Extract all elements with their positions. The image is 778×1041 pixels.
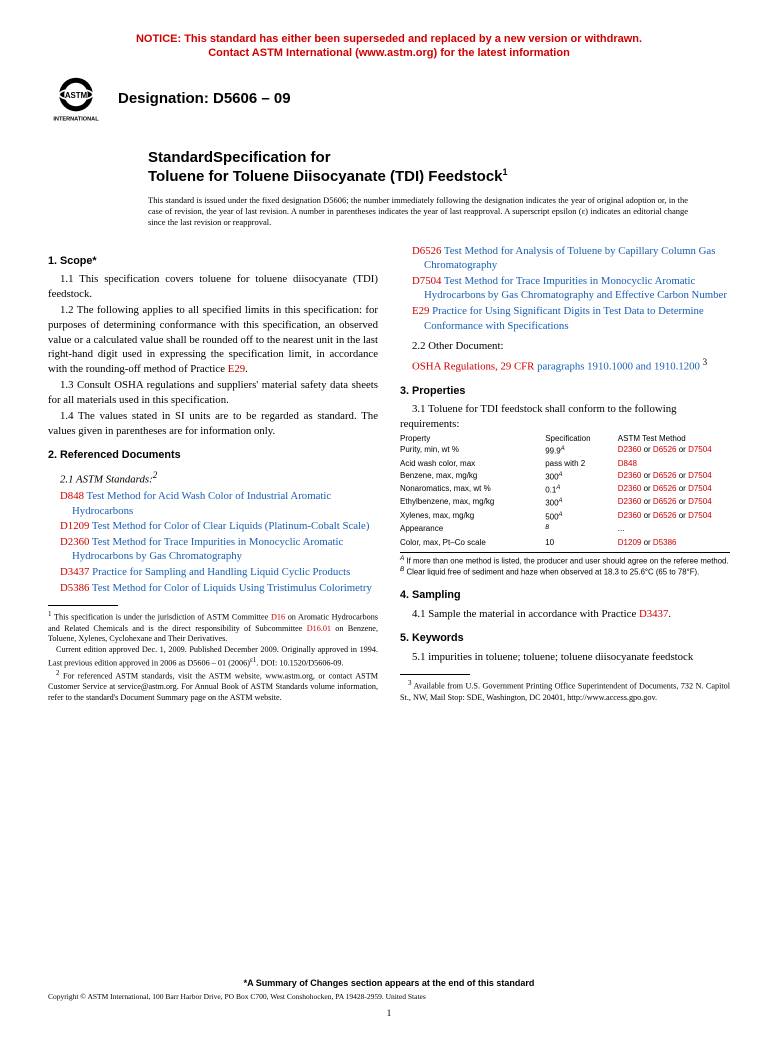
ref-link[interactable]: D6526	[653, 511, 677, 520]
footnote-1b: Current edition approved Dec. 1, 2009. P…	[48, 645, 378, 669]
table-row: Color, max, Pt–Co scale10D1209 or D5386	[400, 538, 730, 550]
ref-link[interactable]: D6526	[653, 471, 677, 480]
section-1-heading: 1. Scope*	[48, 254, 378, 269]
page-number: 1	[48, 1009, 730, 1019]
table-footnote: A If more than one method is listed, the…	[400, 552, 730, 578]
para-1-1: 1.1 This specification covers toluene fo…	[48, 272, 378, 301]
ref-code[interactable]: D1209	[60, 520, 89, 532]
para-5-1: 5.1 impurities in toluene; toluene; tolu…	[400, 650, 730, 665]
ref-link[interactable]: E29	[228, 363, 245, 375]
table-row: Nonaromatics, max, wt %0.1AD2360 or D652…	[400, 484, 730, 497]
ref-link[interactable]: D7504	[688, 484, 712, 493]
body-columns: 1. Scope* 1.1 This specification covers …	[48, 244, 730, 704]
table-row: Ethylbenzene, max, mg/kg300AD2360 or D65…	[400, 497, 730, 510]
ref-title[interactable]: Test Method for Acid Wash Color of Indus…	[72, 490, 331, 517]
ref-code[interactable]: D5386	[60, 582, 89, 594]
para-1-3: 1.3 Consult OSHA regulations and supplie…	[48, 378, 378, 407]
title-prefix: StandardSpecification for	[148, 149, 730, 167]
table-row: Purity, min, wt %99.9AD2360 or D6526 or …	[400, 445, 730, 458]
ref-link[interactable]: D3437	[639, 608, 668, 620]
ref-link[interactable]: D7504	[688, 497, 712, 506]
notice-banner: NOTICE: This standard has either been su…	[48, 32, 730, 61]
ref-link[interactable]: D2360	[618, 497, 642, 506]
ref-code[interactable]: D2360	[60, 536, 89, 548]
footnote-rule	[400, 674, 470, 675]
section-2-heading: 2. Referenced Documents	[48, 448, 378, 463]
ref-link[interactable]: D16	[271, 613, 285, 622]
ref-link[interactable]: D5386	[653, 538, 677, 547]
ref-code[interactable]: D7504	[412, 275, 441, 287]
ref-link[interactable]: paragraphs 1910.1000 and 1910.1200	[537, 360, 700, 372]
ref-code[interactable]: D6526	[412, 245, 441, 257]
notice-line-2: Contact ASTM International (www.astm.org…	[208, 47, 570, 59]
table-row: Acid wash color, maxpass with 2D848	[400, 459, 730, 471]
header: ASTM INTERNATIONAL Designation: D5606 – 0…	[48, 71, 730, 127]
copyright: Copyright © ASTM International, 100 Barr…	[48, 992, 730, 1001]
title-main: Toluene for Toluene Diisocyanate (TDI) F…	[148, 167, 730, 185]
footnote-1: 1 This specification is under the jurisd…	[48, 610, 378, 645]
section-3-heading: 3. Properties	[400, 384, 730, 399]
ref-title[interactable]: Test Method for Color of Liquids Using T…	[92, 582, 372, 594]
footnote-3: 3 Available from U.S. Government Printin…	[400, 679, 730, 703]
ref-title[interactable]: Test Method for Color of Clear Liquids (…	[92, 520, 370, 532]
svg-text:ASTM: ASTM	[65, 90, 87, 99]
astm-logo: ASTM INTERNATIONAL	[48, 71, 104, 127]
summary-note: *A Summary of Changes section appears at…	[48, 978, 730, 988]
designation: Designation: D5606 – 09	[118, 90, 291, 107]
document-page: NOTICE: This standard has either been su…	[0, 0, 778, 1041]
para-3-1: 3.1 Toluene for TDI feedstock shall conf…	[400, 402, 730, 431]
footnote-2: 2 For referenced ASTM standards, visit t…	[48, 669, 378, 704]
ref-link[interactable]: D6526	[653, 445, 677, 454]
ref-code[interactable]: D3437	[60, 566, 89, 578]
ref-item: D5386 Test Method for Color of Liquids U…	[60, 581, 378, 596]
title-block: StandardSpecification for Toluene for To…	[148, 149, 730, 185]
footnote-rule	[48, 605, 118, 606]
ref-link[interactable]: D2360	[618, 484, 642, 493]
ref-code[interactable]: E29	[412, 305, 429, 317]
svg-text:INTERNATIONAL: INTERNATIONAL	[53, 116, 99, 122]
section-4-heading: 4. Sampling	[400, 588, 730, 603]
sub-2-2: 2.2 Other Document:	[400, 339, 730, 354]
ref-link[interactable]: D2360	[618, 445, 642, 454]
ref-link[interactable]: D16.01	[307, 624, 331, 633]
issuance-note: This standard is issued under the fixed …	[148, 195, 688, 228]
table-row: Benzene, max, mg/kg300AD2360 or D6526 or…	[400, 471, 730, 484]
ref-title[interactable]: Test Method for Trace Impurities in Mono…	[72, 536, 343, 563]
table-row: Xylenes, max, mg/kg500AD2360 or D6526 or…	[400, 511, 730, 524]
section-5-heading: 5. Keywords	[400, 631, 730, 646]
ref-item: D6526 Test Method for Analysis of Toluen…	[412, 244, 730, 273]
ref-item: D3437 Practice for Sampling and Handling…	[60, 565, 378, 580]
para-1-2: 1.2 The following applies to all specifi…	[48, 303, 378, 376]
ref-link[interactable]: D1209	[618, 538, 642, 547]
ref-item: D7504 Test Method for Trace Impurities i…	[412, 274, 730, 303]
ref-item: D848 Test Method for Acid Wash Color of …	[60, 489, 378, 518]
ref-link[interactable]: D2360	[618, 511, 642, 520]
ref-item: D2360 Test Method for Trace Impurities i…	[60, 535, 378, 564]
para-1-4: 1.4 The values stated in SI units are to…	[48, 409, 378, 438]
para-4-1: 4.1 Sample the material in accordance wi…	[400, 607, 730, 622]
ref-link[interactable]: D2360	[618, 471, 642, 480]
properties-table: PropertySpecificationASTM Test MethodPur…	[400, 434, 730, 550]
table-row: AppearanceB...	[400, 524, 730, 537]
ref-link[interactable]: D7504	[688, 471, 712, 480]
ref-link[interactable]: D7504	[688, 445, 712, 454]
ref-link[interactable]: D7504	[688, 511, 712, 520]
ref-title[interactable]: Practice for Using Significant Digits in…	[424, 305, 704, 332]
ref-link[interactable]: OSHA Regulations, 29 CFR	[412, 360, 534, 372]
ref-link[interactable]: D848	[618, 459, 637, 468]
osha-ref: OSHA Regulations, 29 CFR paragraphs 1910…	[412, 356, 730, 374]
sub-2-1: 2.1 ASTM Standards:2	[48, 469, 378, 487]
ref-title[interactable]: Test Method for Trace Impurities in Mono…	[424, 275, 727, 302]
ref-link[interactable]: D6526	[653, 484, 677, 493]
ref-code[interactable]: D848	[60, 490, 84, 502]
notice-line-1: NOTICE: This standard has either been su…	[136, 33, 642, 45]
ref-item: D1209 Test Method for Color of Clear Liq…	[60, 519, 378, 534]
ref-title[interactable]: Test Method for Analysis of Toluene by C…	[424, 245, 715, 272]
page-footer: *A Summary of Changes section appears at…	[48, 978, 730, 1019]
ref-link[interactable]: D6526	[653, 497, 677, 506]
ref-item: E29 Practice for Using Significant Digit…	[412, 304, 730, 333]
ref-title[interactable]: Practice for Sampling and Handling Liqui…	[92, 566, 350, 578]
